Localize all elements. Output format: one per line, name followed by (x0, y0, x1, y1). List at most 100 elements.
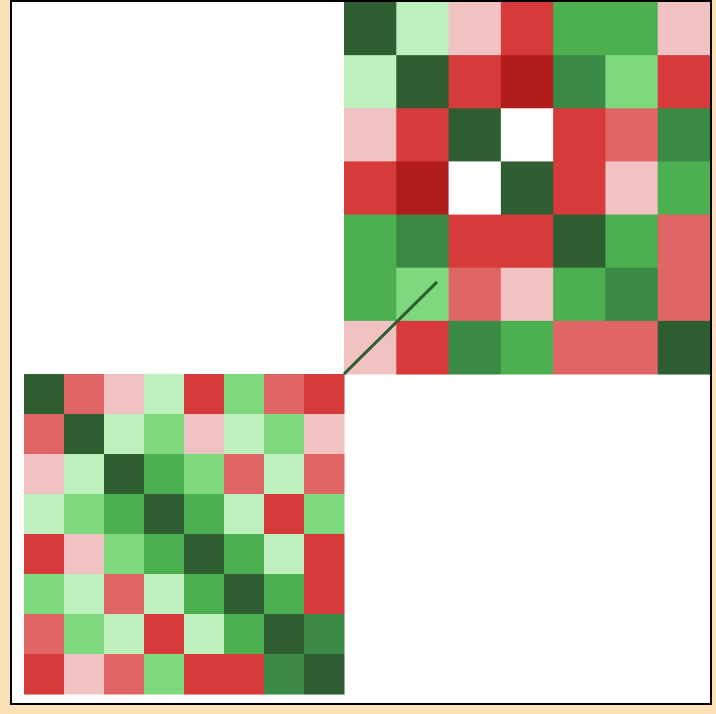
heatmap-cell (500, 108, 554, 162)
heatmap-cell (224, 534, 265, 575)
heatmap-cell (104, 614, 145, 655)
heatmap-cell (104, 374, 145, 415)
heatmap-cell (144, 654, 185, 695)
heatmap-cell (605, 161, 659, 216)
heatmap-cell (184, 614, 225, 655)
heatmap-cell (344, 2, 397, 56)
heatmap-cell (396, 55, 450, 109)
heatmap-cell (104, 414, 145, 455)
heatmap-cell (500, 161, 554, 216)
heatmap-cell (553, 320, 606, 375)
heatmap-cell (64, 574, 105, 615)
heatmap-cell (657, 214, 710, 269)
heatmap-cell (500, 320, 554, 375)
heatmap-cell (553, 214, 606, 269)
heatmap-cell (104, 574, 145, 615)
heatmap-cell (264, 494, 305, 535)
heatmap-cell (64, 654, 105, 695)
heatmap-cell (448, 161, 502, 216)
heatmap-cell (64, 614, 105, 655)
heatmap-cell (500, 55, 554, 109)
heatmap-cell (553, 267, 606, 322)
heatmap-cell (184, 534, 225, 575)
heatmap-cell (396, 320, 450, 375)
heatmap-cell (24, 414, 65, 455)
heatmap-cell (24, 574, 65, 615)
heatmap-cell (304, 534, 345, 575)
heatmap-cell (224, 454, 265, 495)
heatmap-cell (553, 2, 606, 56)
heatmap-cell (344, 267, 397, 322)
heatmap-cell (104, 654, 145, 695)
heatmap-cell (184, 374, 225, 415)
heatmap-panel-bottom-left (24, 374, 345, 695)
heatmap-cell (64, 534, 105, 575)
heatmap-cell (304, 654, 345, 695)
heatmap-panel-top-right (344, 2, 710, 375)
heatmap-cell (104, 454, 145, 495)
heatmap-cell (224, 494, 265, 535)
heatmap-cell (605, 320, 659, 375)
heatmap-cell (224, 374, 265, 415)
heatmap-cell (264, 574, 305, 615)
heatmap-cell (24, 614, 65, 655)
heatmap-cell (264, 414, 305, 455)
heatmap-cell (448, 214, 502, 269)
heatmap-cell (304, 374, 345, 415)
heatmap-cell (396, 161, 450, 216)
heatmap-cell (344, 108, 397, 162)
heatmap-cell (264, 374, 305, 415)
heatmap-cell (24, 654, 65, 695)
heatmap-cell (64, 454, 105, 495)
heatmap-cell (605, 214, 659, 269)
heatmap-cell (224, 414, 265, 455)
heatmap-cell (264, 654, 305, 695)
heatmap-cell (553, 108, 606, 162)
heatmap-cell (500, 2, 554, 56)
heatmap-cell (657, 108, 710, 162)
heatmap-cell (553, 161, 606, 216)
heatmap-cell (657, 267, 710, 322)
heatmap-cell (24, 534, 65, 575)
heatmap-cell (224, 574, 265, 615)
heatmap-cell (24, 494, 65, 535)
heatmap-cell (224, 654, 265, 695)
heatmap-cell (605, 55, 659, 109)
heatmap-cell (184, 574, 225, 615)
heatmap-cell (264, 534, 305, 575)
heatmap-cell (64, 414, 105, 455)
heatmap-cell (344, 214, 397, 269)
heatmap-cell (344, 161, 397, 216)
heatmap-cell (396, 2, 450, 56)
heatmap-cell (304, 574, 345, 615)
heatmap-cell (304, 494, 345, 535)
heatmap-cell (500, 214, 554, 269)
heatmap-cell (264, 454, 305, 495)
heatmap-cell (144, 614, 185, 655)
heatmap-cell (448, 267, 502, 322)
heatmap-cell (64, 374, 105, 415)
heatmap-cell (657, 2, 710, 56)
diagonal-line (342, 280, 439, 376)
heatmap-cell (344, 55, 397, 109)
heatmap-cell (144, 454, 185, 495)
heatmap-cell (605, 108, 659, 162)
heatmap-cell (64, 494, 105, 535)
heatmap-cell (448, 2, 502, 56)
heatmap-cell (304, 454, 345, 495)
heatmap-cell (448, 320, 502, 375)
heatmap-cell (24, 454, 65, 495)
heatmap-cell (144, 374, 185, 415)
heatmap-cell (553, 55, 606, 109)
heatmap-cell (224, 614, 265, 655)
heatmap-cell (605, 267, 659, 322)
heatmap-canvas (24, 2, 710, 695)
heatmap-cell (304, 614, 345, 655)
heatmap-cell (144, 494, 185, 535)
heatmap-cell (448, 55, 502, 109)
heatmap-cell (448, 108, 502, 162)
heatmap-cell (144, 534, 185, 575)
heatmap-cell (184, 454, 225, 495)
heatmap-cell (396, 214, 450, 269)
heatmap-cell (184, 654, 225, 695)
